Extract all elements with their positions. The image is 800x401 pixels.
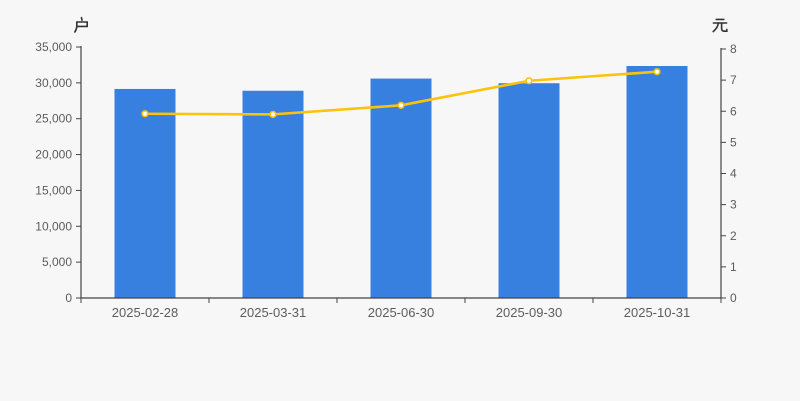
right-axis-tick-label: 2 [730, 229, 737, 243]
right-axis-tick-label: 7 [730, 73, 737, 87]
left-axis-tick-label: 5,000 [42, 255, 72, 269]
right-axis-tick-label: 1 [730, 260, 737, 274]
x-axis-category-label: 2025-06-30 [368, 305, 435, 320]
left-axis-tick-label: 0 [65, 291, 72, 305]
x-axis-category-label: 2025-10-31 [624, 305, 691, 320]
price-point-2025-03-31[interactable] [269, 110, 277, 119]
right-axis-tick-label: 5 [730, 135, 737, 149]
right-axis-tick-label: 0 [730, 291, 737, 305]
left-axis-tick-label: 10,000 [35, 219, 72, 233]
bar-2025-10-31[interactable] [626, 66, 688, 298]
bar-2025-09-30[interactable] [498, 83, 560, 298]
right-axis-tick-label: 8 [730, 42, 737, 56]
x-axis-category-label: 2025-03-31 [240, 305, 307, 320]
bar-2025-03-31[interactable] [242, 90, 304, 298]
left-axis-tick-label: 30,000 [35, 76, 72, 90]
bar-2025-06-30[interactable] [370, 78, 432, 298]
bar-2025-02-28[interactable] [114, 88, 176, 299]
left-axis-tick-label: 35,000 [35, 40, 72, 54]
right-axis-tick-label: 6 [730, 104, 737, 118]
price-point-2025-02-28[interactable] [141, 110, 149, 118]
price-point-2025-10-31[interactable] [653, 68, 661, 76]
right-axis-unit-label-yuan-icon [712, 18, 728, 33]
left-axis-tick-label: 20,000 [35, 148, 72, 162]
left-axis-unit-label-hu-icon [74, 16, 88, 33]
price-point-2025-06-30[interactable] [397, 101, 405, 109]
left-axis-tick-label: 15,000 [35, 183, 72, 197]
left-axis-tick-label: 25,000 [35, 112, 72, 126]
right-axis-tick-label: 3 [730, 198, 737, 212]
right-axis-tick-label: 4 [730, 167, 737, 181]
price-point-2025-09-30[interactable] [525, 77, 533, 85]
x-axis-category-label: 2025-09-30 [496, 305, 563, 320]
x-axis-category-label: 2025-02-28 [112, 305, 179, 320]
